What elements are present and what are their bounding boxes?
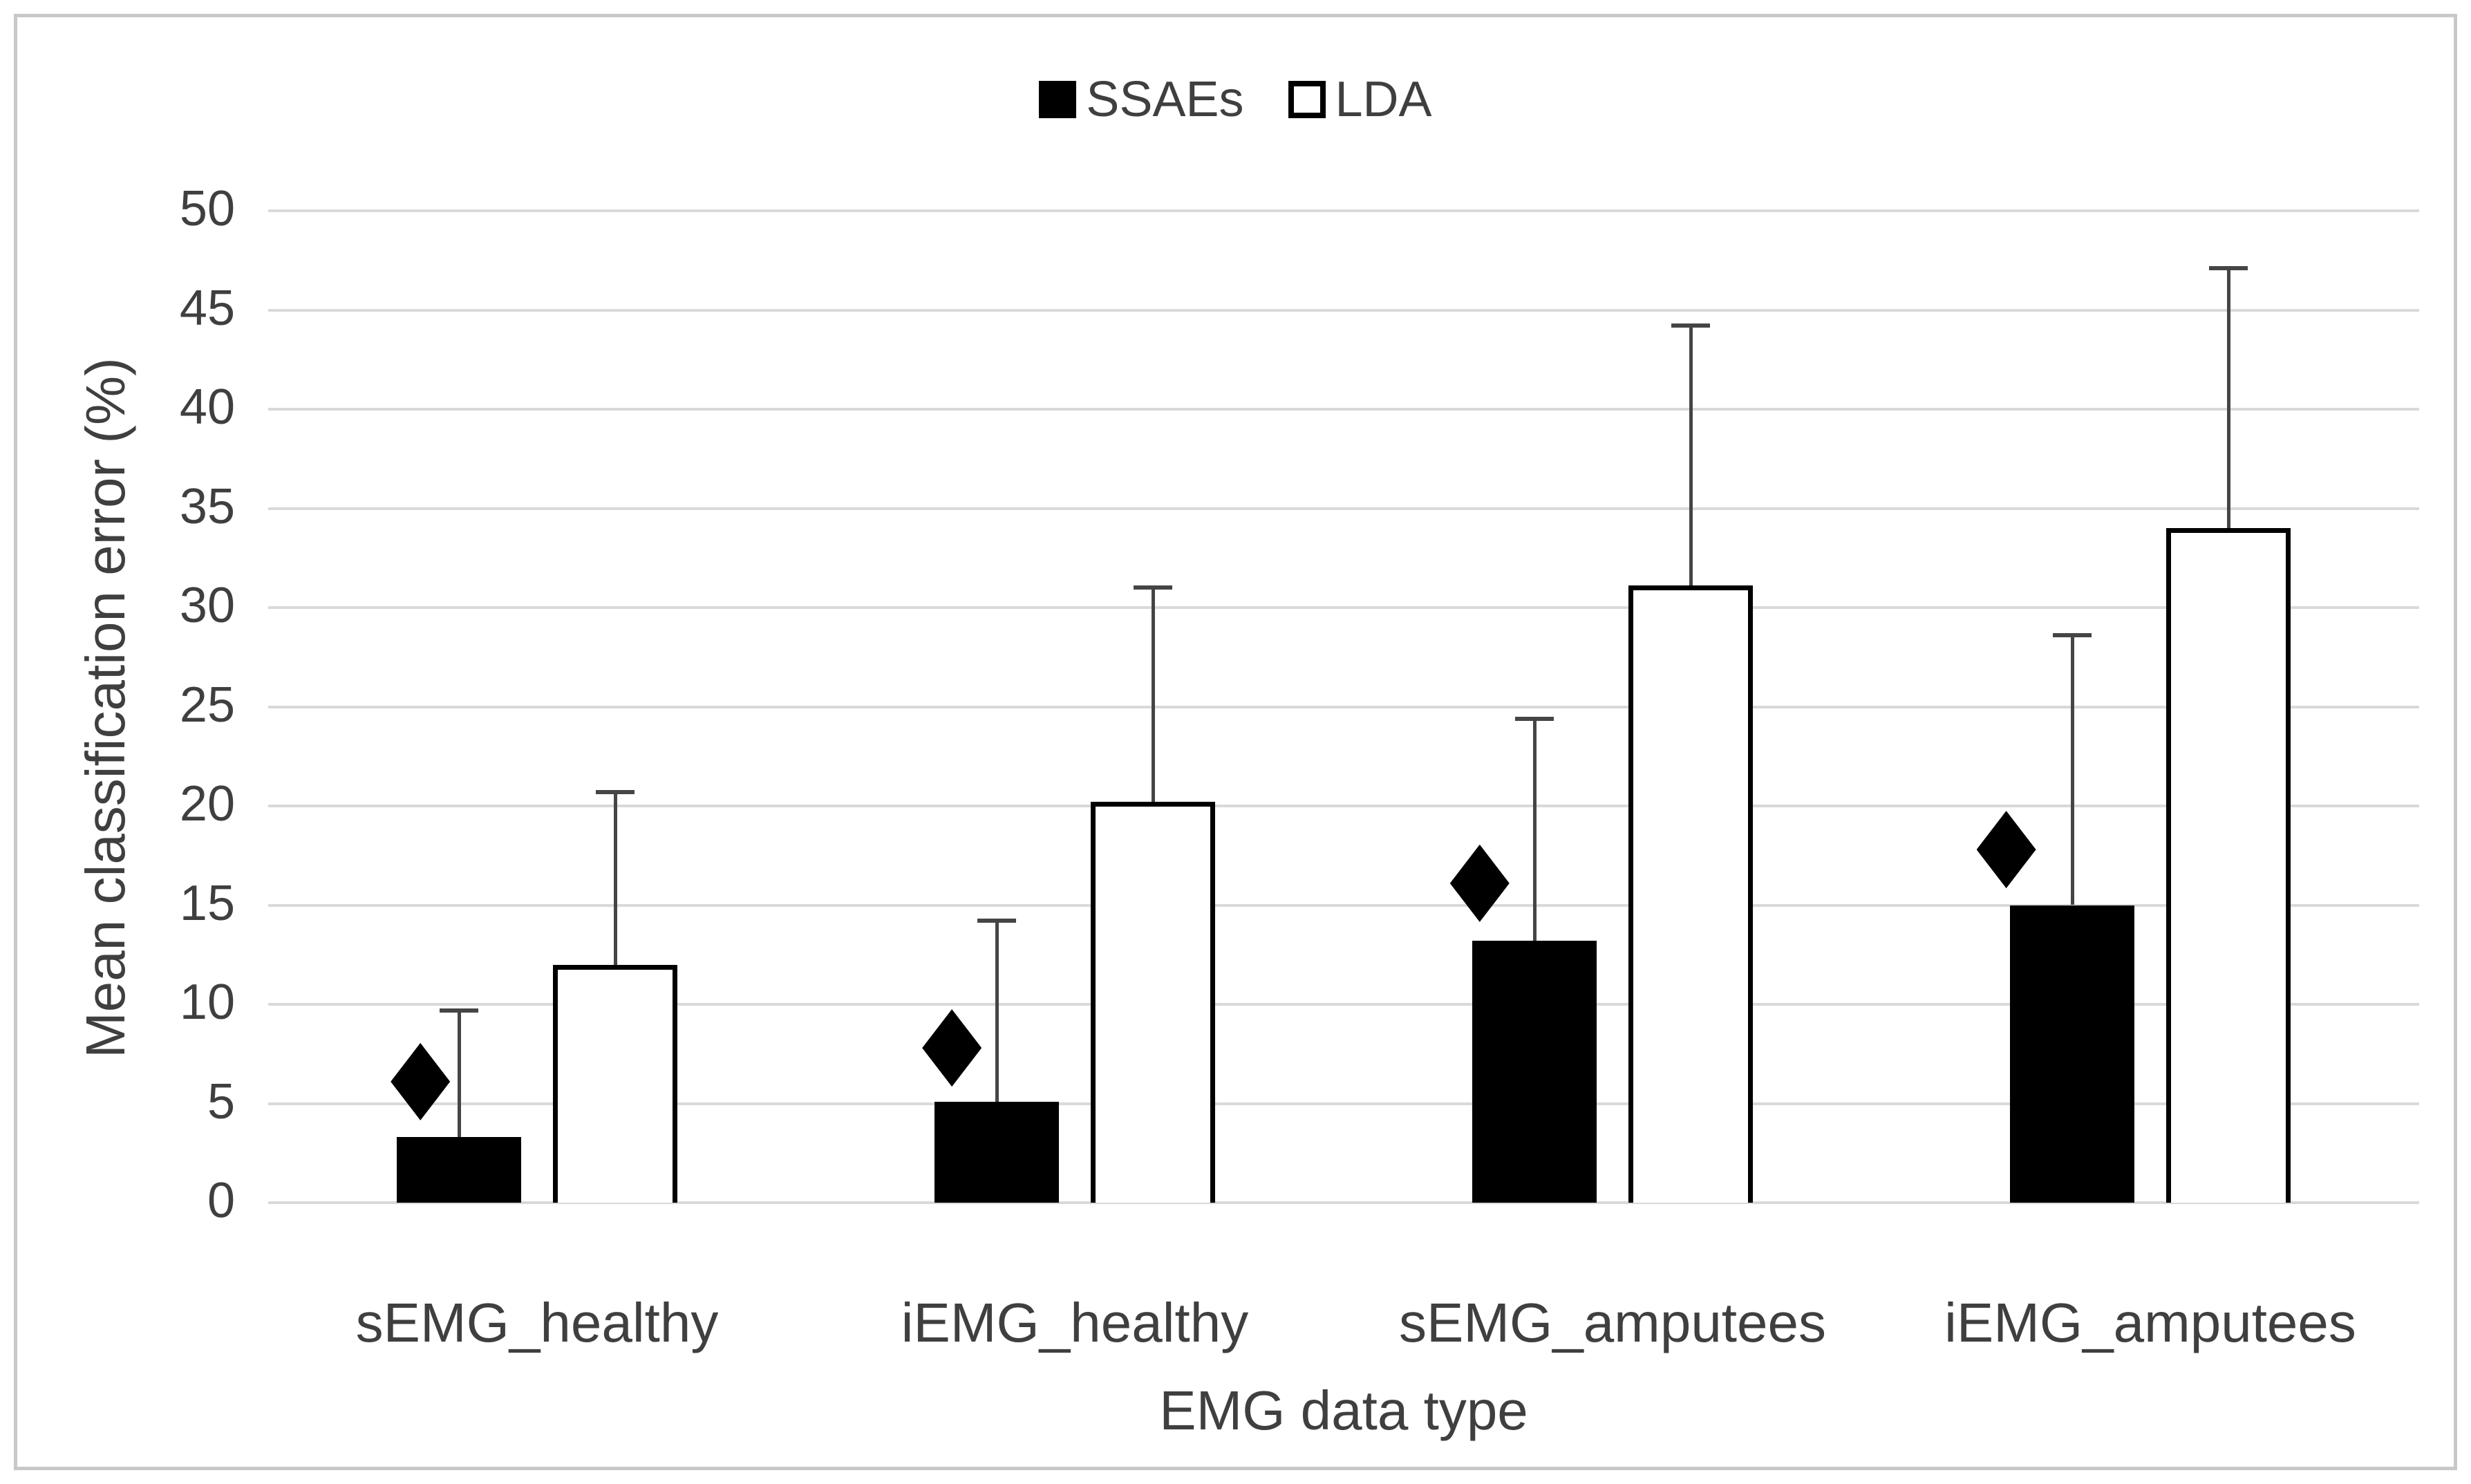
error-bar-line-ssaes-iEMG_healthy bbox=[995, 921, 999, 1102]
ssaes-swatch-icon bbox=[1039, 81, 1077, 118]
y-tick-label-15: 15 bbox=[179, 875, 235, 931]
bar-lda-iEMG_amputees bbox=[2166, 528, 2291, 1203]
gridline-y-30 bbox=[268, 606, 2419, 609]
legend: SSAEs LDA bbox=[0, 75, 2471, 124]
y-tick-label-25: 25 bbox=[179, 677, 235, 733]
y-tick-label-0: 0 bbox=[207, 1173, 235, 1228]
y-tick-label-30: 30 bbox=[179, 578, 235, 633]
error-bar-line-ssaes-sEMG_healthy bbox=[457, 1010, 461, 1138]
error-bar-cap-lda-iEMG_amputees bbox=[2209, 266, 2248, 271]
error-bar-line-lda-iEMG_healthy bbox=[1151, 588, 1155, 802]
error-bar-cap-lda-sEMG_amputees bbox=[1671, 323, 1710, 328]
y-tick-label-45: 45 bbox=[179, 280, 235, 336]
chart-frame bbox=[14, 14, 2457, 1470]
y-tick-label-20: 20 bbox=[179, 776, 235, 832]
error-bar-cap-ssaes-iEMG_healthy bbox=[977, 919, 1016, 923]
error-bar-line-lda-sEMG_healthy bbox=[613, 791, 617, 965]
x-category-label: sEMG_amputees bbox=[1398, 1292, 1827, 1353]
diamond-marker-iEMG_amputees bbox=[1976, 811, 2036, 889]
x-category-label: iEMG_amputees bbox=[1944, 1292, 2356, 1353]
y-tick-label-40: 40 bbox=[179, 379, 235, 435]
bar-lda-iEMG_healthy bbox=[1091, 802, 1215, 1203]
diamond-marker-sEMG_healthy bbox=[391, 1042, 451, 1120]
error-bar-line-ssaes-sEMG_amputees bbox=[1532, 718, 1537, 941]
error-bar-line-ssaes-iEMG_amputees bbox=[2070, 635, 2074, 905]
legend-label-ssaes: SSAEs bbox=[1086, 72, 1244, 127]
legend-item-lda: LDA bbox=[1288, 75, 1432, 124]
x-category-label: iEMG_healthy bbox=[901, 1292, 1249, 1353]
y-tick-label-5: 5 bbox=[207, 1073, 235, 1129]
gridline-y-20 bbox=[268, 805, 2419, 807]
bar-ssaes-iEMG_amputees bbox=[2010, 905, 2134, 1203]
gridline-y-40 bbox=[268, 408, 2419, 411]
legend-item-ssaes: SSAEs bbox=[1039, 72, 1244, 127]
x-category-label: sEMG_healthy bbox=[355, 1292, 719, 1353]
error-bar-cap-lda-iEMG_healthy bbox=[1134, 585, 1172, 590]
y-tick-label-10: 10 bbox=[179, 975, 235, 1030]
bar-lda-sEMG_amputees bbox=[1628, 585, 1753, 1203]
error-bar-line-lda-iEMG_amputees bbox=[2226, 268, 2230, 529]
bar-lda-sEMG_healthy bbox=[553, 964, 677, 1203]
gridline-y-5 bbox=[268, 1102, 2419, 1105]
bar-ssaes-iEMG_healthy bbox=[934, 1101, 1059, 1203]
gridline-y-15 bbox=[268, 903, 2419, 907]
error-bar-cap-lda-sEMG_healthy bbox=[596, 789, 635, 794]
gridline-y-0 bbox=[268, 1201, 2419, 1204]
gridline-y-45 bbox=[268, 308, 2419, 312]
gridline-y-50 bbox=[268, 209, 2419, 212]
gridline-y-25 bbox=[268, 705, 2419, 708]
bar-ssaes-sEMG_healthy bbox=[397, 1137, 521, 1203]
diamond-marker-sEMG_amputees bbox=[1449, 844, 1510, 922]
error-bar-cap-ssaes-sEMG_healthy bbox=[440, 1008, 478, 1013]
y-axis-title: Mean classification error (%) bbox=[75, 357, 136, 1058]
x-axis-title: EMG data type bbox=[1159, 1380, 1528, 1441]
lda-swatch-icon bbox=[1288, 81, 1326, 118]
error-bar-cap-ssaes-sEMG_amputees bbox=[1515, 716, 1554, 721]
legend-label-lda: LDA bbox=[1335, 72, 1432, 127]
error-bar-cap-ssaes-iEMG_amputees bbox=[2053, 633, 2092, 638]
y-tick-label-35: 35 bbox=[179, 478, 235, 534]
y-tick-label-50: 50 bbox=[179, 181, 235, 236]
diamond-marker-iEMG_healthy bbox=[922, 1009, 982, 1087]
error-bar-line-lda-sEMG_amputees bbox=[1689, 326, 1693, 586]
gridline-y-35 bbox=[268, 507, 2419, 510]
bar-ssaes-sEMG_amputees bbox=[1472, 941, 1597, 1203]
gridline-y-10 bbox=[268, 1003, 2419, 1006]
